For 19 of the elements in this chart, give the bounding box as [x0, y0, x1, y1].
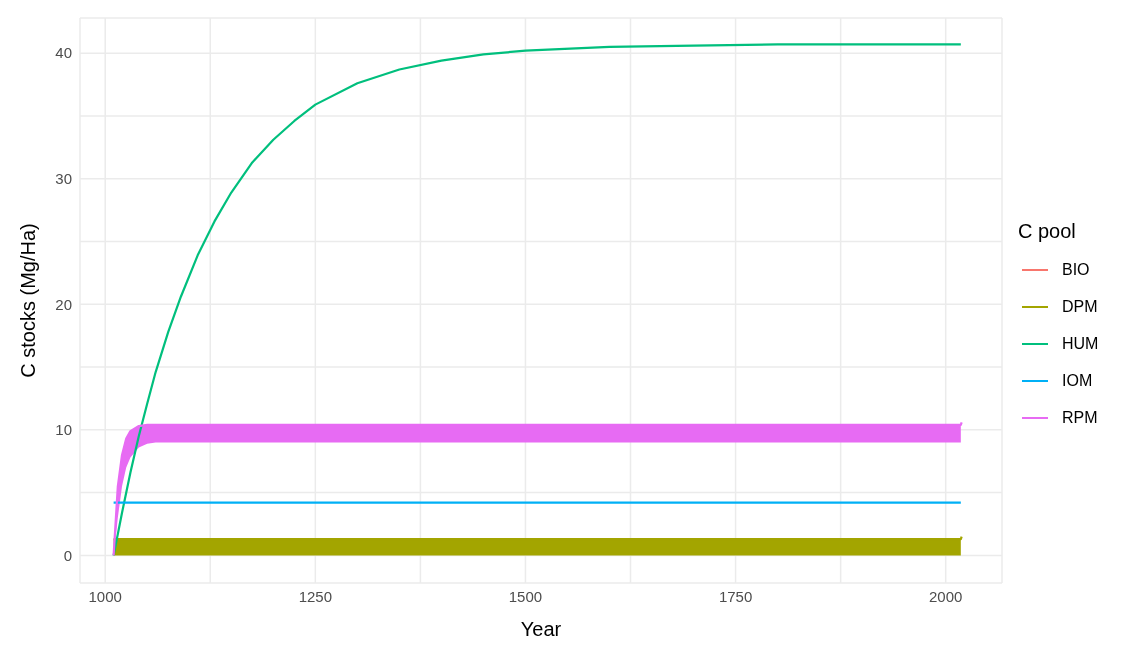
y-tick-label: 0 [63, 546, 72, 564]
y-tick-label: 20 [55, 295, 72, 313]
x-axis-title: Year [520, 618, 562, 640]
y-tick-label: 30 [55, 170, 72, 188]
y-tick-label: 10 [55, 421, 72, 439]
legend-label: RPM [1062, 408, 1098, 427]
legend-label: DPM [1062, 297, 1098, 316]
x-tick-label: 1750 [718, 587, 753, 605]
x-tick-label: 1500 [508, 587, 543, 605]
line-series [112, 43, 962, 557]
x-tick-label: 1000 [88, 587, 122, 605]
x-tick-label: 1250 [298, 587, 333, 605]
y-tick-label: 40 [55, 44, 72, 62]
legend-label: IOM [1062, 371, 1093, 390]
x-tick-label: 2000 [929, 587, 963, 605]
legend-label: BIO [1062, 260, 1090, 279]
y-axis-title: C stocks (Mg/Ha) [17, 223, 40, 378]
legend-label: HUM [1062, 334, 1099, 353]
legend-title: C pool [1018, 220, 1077, 243]
